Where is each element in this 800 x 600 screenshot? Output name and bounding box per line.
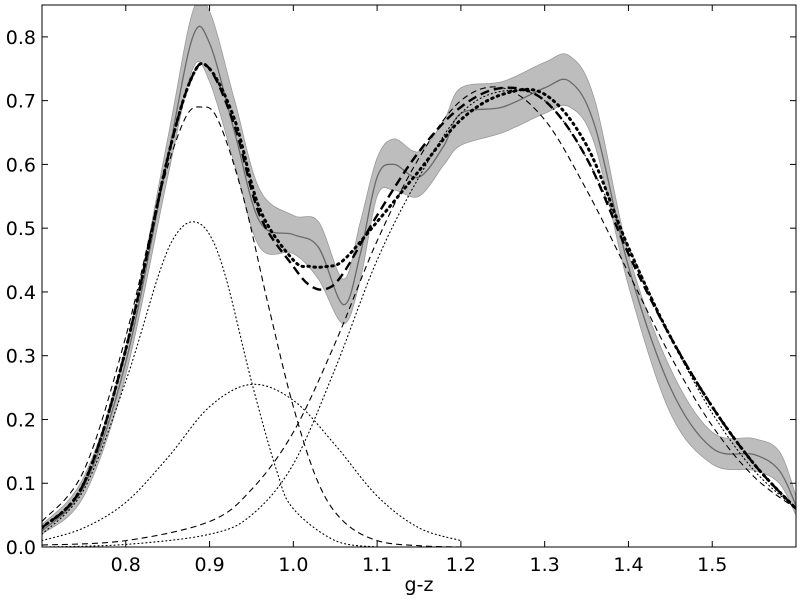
plot-frame [41, 4, 797, 548]
y-tick-label: 0.1 [6, 473, 36, 495]
y-tick-label: 0.7 [6, 91, 36, 113]
x-tick-label: 1.4 [613, 554, 643, 576]
y-tick-label: 0.6 [6, 154, 36, 176]
y-tick-label: 0.3 [6, 346, 36, 368]
x-tick-label: 0.9 [194, 554, 224, 576]
y-tick-label: 0.5 [6, 218, 36, 240]
x-tick-label: 1.1 [362, 554, 392, 576]
series-line-4-thin-dashed [42, 106, 461, 547]
x-tick-label: 1.0 [278, 554, 308, 576]
y-tick-label: 0.0 [6, 537, 36, 559]
series-line-8-thin-dotted [42, 89, 796, 547]
series-line-1-solid-gray [42, 25, 796, 532]
uncertainty-band [42, 5, 796, 535]
plot-area [42, 5, 796, 547]
series-line-3-heavy-dotted [42, 62, 796, 530]
axis-ticks: 0.8 0.9 1.0 1.1 1.2 1.3 1.4 1.5 0.0 0.1 0.2 0.3 0.4 0… [6, 5, 796, 576]
y-tick-label: 0.2 [6, 409, 36, 431]
x-axis-label: g-z [405, 574, 434, 596]
x-tick-label: 1.3 [530, 554, 560, 576]
x-tick-label: 0.8 [111, 554, 141, 576]
series-line-5-thin-dashed [42, 86, 796, 546]
series-line-7-thin-dotted [42, 383, 462, 542]
x-tick-label: 1.2 [446, 554, 476, 576]
y-tick-label: 0.8 [6, 27, 36, 49]
series-line-6-thin-dotted [42, 221, 378, 547]
y-tick-label: 0.4 [6, 282, 36, 304]
series-line-2-heavy-dashed [42, 61, 796, 529]
x-tick-label: 1.5 [697, 554, 727, 576]
